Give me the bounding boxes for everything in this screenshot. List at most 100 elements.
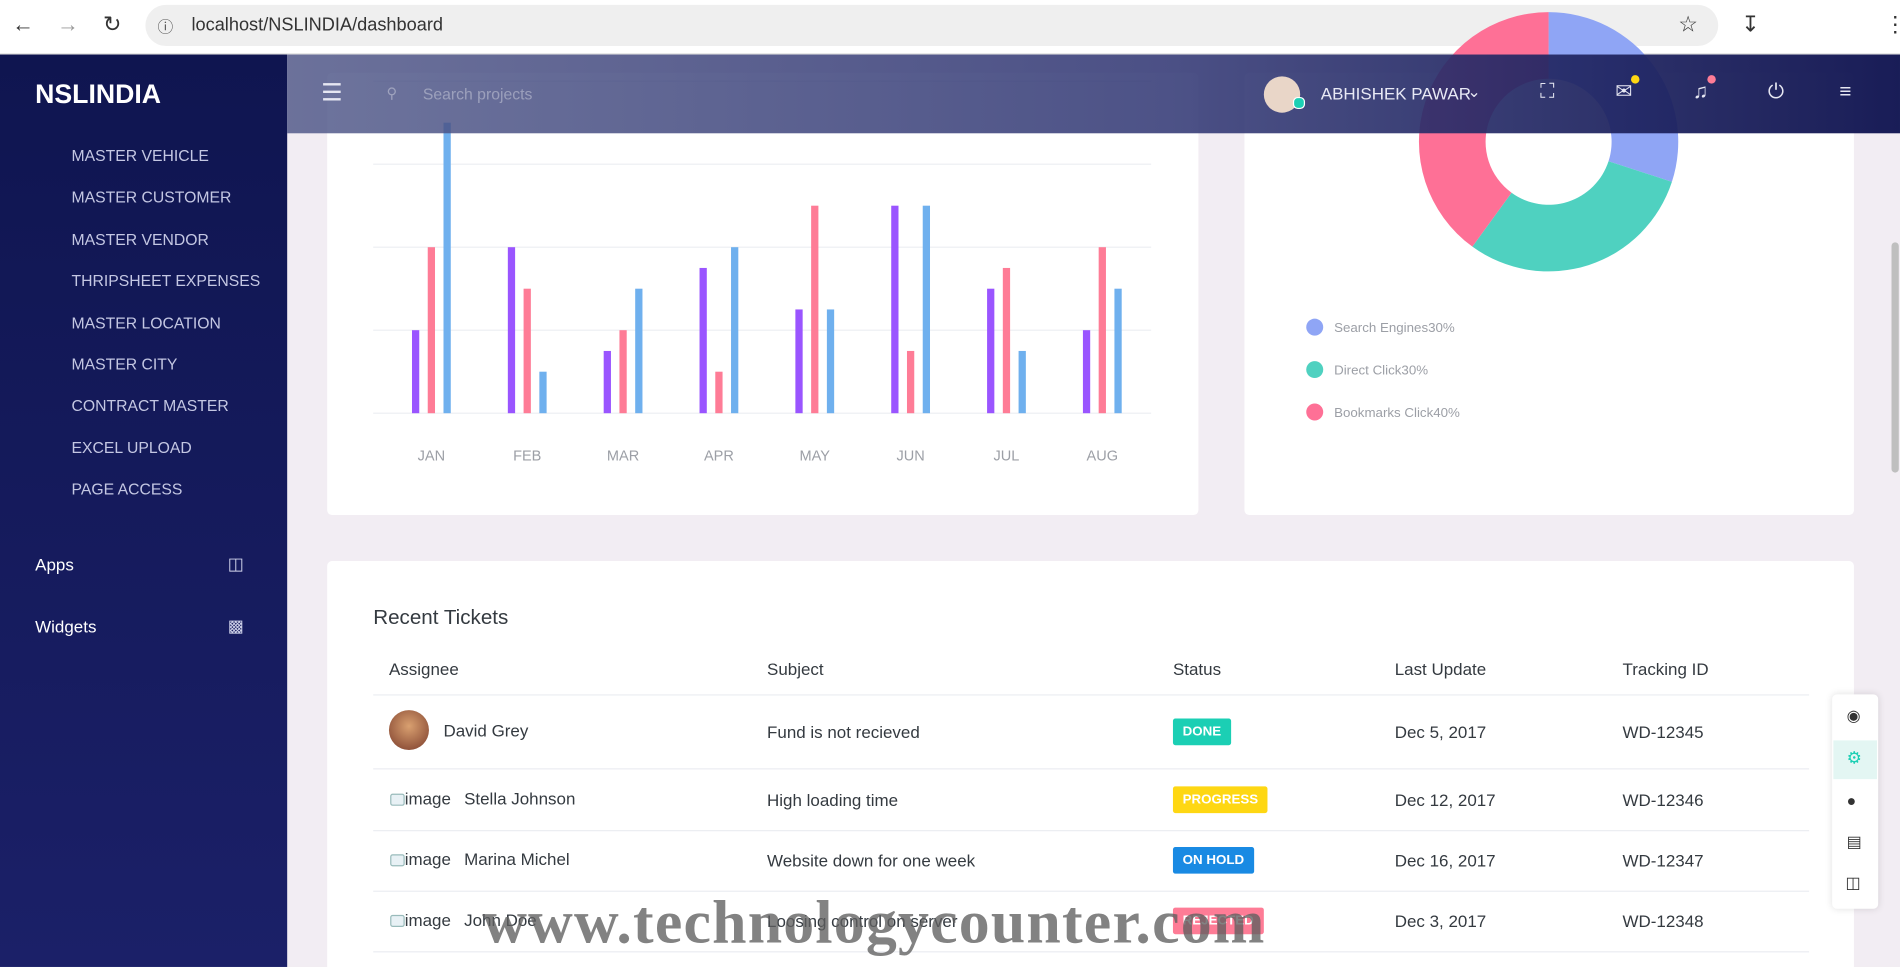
bar <box>731 247 739 414</box>
fullscreen-icon[interactable]: ⛶ <box>1540 79 1555 103</box>
settings-toolbar: ◉ ⚙ ● ▤ ◫ <box>1832 694 1879 909</box>
assignee: Stella Johnson <box>464 788 576 809</box>
bar <box>1114 288 1122 414</box>
legend-label: Search Engines30% <box>1334 320 1455 335</box>
reload-button[interactable]: ↻ <box>102 12 122 37</box>
forward-button[interactable]: → <box>56 12 79 37</box>
last-update: Dec 3, 2017 <box>1394 911 1487 931</box>
gear-icon[interactable]: ⚙ <box>1846 747 1862 768</box>
last-update: Dec 12, 2017 <box>1394 790 1496 810</box>
bookmark-icon[interactable]: ☆ <box>1678 12 1698 37</box>
x-tick-label: AUG <box>1087 448 1119 464</box>
user-dropdown[interactable]: ⌄ <box>1467 82 1481 101</box>
bar <box>1082 330 1091 414</box>
legend-dot <box>1306 318 1324 336</box>
assignee: David Grey <box>443 720 529 741</box>
mail-icon[interactable]: ✉ <box>1615 79 1633 103</box>
nav-icon[interactable]: ◫ <box>227 553 244 574</box>
status-badge: PROGRESS <box>1172 786 1268 814</box>
row-separator <box>373 830 1810 832</box>
image-alt: image <box>404 910 451 930</box>
tracking-id: WD-12346 <box>1622 790 1704 810</box>
column-header: Assignee <box>388 659 459 679</box>
bar <box>523 288 531 414</box>
settings-active[interactable] <box>1833 740 1877 780</box>
row-separator <box>373 768 1810 770</box>
row-separator <box>373 951 1810 953</box>
subject: Website down for one week <box>767 850 976 871</box>
menu-icon[interactable]: ⋮ <box>1884 12 1900 37</box>
cart-icon[interactable]: ◫ <box>1845 873 1861 892</box>
nav-item[interactable]: EXCEL UPLOAD <box>71 438 192 457</box>
broken-image-icon <box>390 914 405 927</box>
subject: Fund is not recieved <box>767 722 920 742</box>
user-name[interactable]: ABHISHEK PAWAR <box>1320 83 1471 103</box>
site-info-icon[interactable]: ⓘ <box>157 18 174 37</box>
nav-item[interactable]: MASTER CITY <box>71 355 178 374</box>
x-tick-label: JUL <box>994 448 1020 464</box>
bell-dot <box>1707 75 1716 84</box>
legend-label: Direct Click30% <box>1334 362 1428 377</box>
status-badge: DONE <box>1172 718 1231 746</box>
nav-item[interactable]: MASTER VENDOR <box>71 229 209 249</box>
list-icon[interactable]: ≡ <box>1839 79 1852 103</box>
image-alt: image <box>404 788 451 809</box>
nav-icon[interactable]: ▩ <box>227 615 244 635</box>
status-badge: REJECTED <box>1172 907 1264 935</box>
scrollbar[interactable] <box>1891 242 1899 473</box>
tickets-card <box>327 561 1854 967</box>
bar <box>1098 247 1106 414</box>
legend-value: 40% <box>1433 405 1460 420</box>
tickets-title: Recent Tickets <box>373 605 509 629</box>
image-alt: image <box>404 849 451 869</box>
back-button[interactable]: ← <box>12 12 34 37</box>
nav-item[interactable]: PAGE ACCESS <box>71 480 183 499</box>
subject: High loading time <box>767 790 899 810</box>
search-input[interactable]: Search projects <box>422 84 533 103</box>
bar <box>987 288 995 414</box>
chart-card <box>327 72 1199 515</box>
subject: Loosing control on server <box>767 911 958 931</box>
bar <box>826 309 835 414</box>
column-header: Last Update <box>1394 659 1487 679</box>
nav-item[interactable]: MASTER LOCATION <box>71 313 221 332</box>
last-update: Dec 16, 2017 <box>1394 850 1496 871</box>
nav-item[interactable]: CONTRACT MASTER <box>71 396 229 415</box>
column-header: Tracking ID <box>1622 659 1709 679</box>
bar <box>603 350 611 414</box>
row-separator <box>373 890 1810 892</box>
download-icon[interactable]: ↧ <box>1741 12 1760 37</box>
chat-icon[interactable]: ● <box>1846 791 1857 810</box>
legend-label: Bookmarks Click40% <box>1334 405 1460 420</box>
column-header: Status <box>1172 659 1222 679</box>
online-dot <box>1292 96 1306 110</box>
bar <box>411 330 420 414</box>
nav-item[interactable]: MASTER VEHICLE <box>71 146 209 165</box>
nav-section[interactable]: Apps <box>35 554 74 575</box>
doc-icon[interactable]: ▤ <box>1846 832 1862 851</box>
legend-name: Search Engines <box>1334 320 1428 335</box>
nav-item[interactable]: MASTER CUSTOMER <box>71 188 232 207</box>
sidebar: NSLINDIA MASTER VEHICLE MASTER CUSTOMER MA… <box>0 54 288 967</box>
legend-dot <box>1306 403 1324 421</box>
nav-item[interactable]: THRIPSHEET EXPENSES <box>71 271 261 290</box>
x-tick-label: JUN <box>896 448 924 464</box>
nav-section[interactable]: Widgets <box>35 616 97 637</box>
address-bar[interactable] <box>145 4 1719 47</box>
legend-name: Direct Click <box>1334 362 1402 377</box>
palette-icon[interactable]: ◉ <box>1846 706 1861 725</box>
assignee-avatar <box>388 710 429 751</box>
row-separator <box>373 694 1810 696</box>
bar <box>891 205 899 414</box>
tracking-id: WD-12347 <box>1622 850 1704 871</box>
power-icon[interactable]: ⏻ <box>1767 79 1785 103</box>
bar <box>635 288 643 414</box>
bell-icon[interactable]: ♫ <box>1692 79 1709 103</box>
brand[interactable]: NSLINDIA <box>35 78 162 110</box>
menu-toggle[interactable]: ☰ <box>321 79 343 107</box>
donut-segment <box>1472 161 1672 272</box>
assignee: John Doe <box>464 910 537 930</box>
bar <box>906 350 915 414</box>
